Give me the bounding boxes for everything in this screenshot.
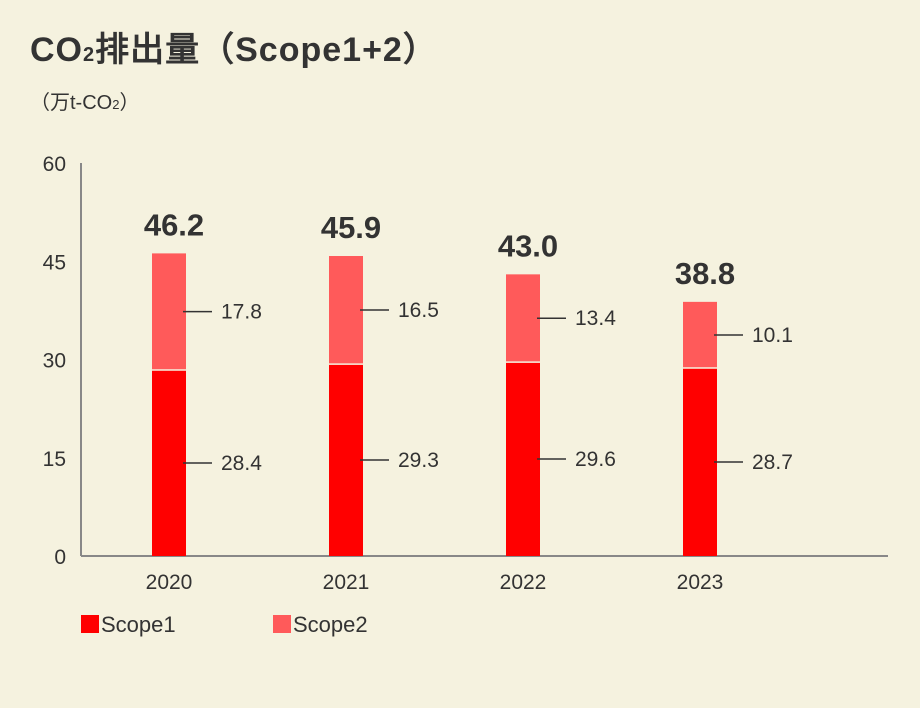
bar-scope2-2020: [152, 253, 186, 370]
y-tick-label-0: 0: [54, 546, 66, 569]
value-label-scope1-2021: 29.3: [398, 449, 439, 472]
value-label-scope1-2023: 28.7: [752, 451, 793, 474]
unit-label: （万t-CO2）: [30, 86, 139, 115]
value-label-scope2-2022: 13.4: [575, 307, 616, 330]
bar-scope1-2023: [683, 368, 717, 556]
y-tick-label-45: 45: [43, 251, 66, 274]
chart-title: CO2排出量（Scope1+2）: [30, 22, 438, 71]
total-label-2020: 46.2: [144, 207, 204, 242]
unit-main: （万t-CO: [30, 92, 113, 114]
unit-rest: ）: [119, 92, 140, 114]
bar-scope2-2022: [506, 274, 540, 363]
title-rest: 排出量（Scope1+2）: [95, 31, 438, 69]
title-subscript: 2: [83, 44, 96, 66]
bar-scope1-2021: [329, 364, 363, 556]
legend-label-scope1: Scope1: [101, 612, 176, 637]
x-tick-label-2020: 2020: [146, 571, 193, 594]
legend-label-scope2: Scope2: [293, 612, 368, 637]
y-tick-label-60: 60: [43, 153, 66, 176]
legend-swatch-scope1: [81, 615, 99, 633]
value-label-scope1-2022: 29.6: [575, 448, 616, 471]
total-label-2023: 38.8: [675, 256, 735, 291]
value-label-scope1-2020: 28.4: [221, 452, 262, 475]
legend-swatch-scope2: [273, 615, 291, 633]
unit-subscript: 2: [112, 97, 120, 112]
total-label-2022: 43.0: [498, 228, 558, 263]
title-main: CO: [30, 31, 83, 69]
y-tick-label-15: 15: [43, 448, 66, 471]
bar-scope1-2020: [152, 369, 186, 556]
x-tick-label-2023: 2023: [677, 571, 724, 594]
value-label-scope2-2021: 16.5: [398, 299, 439, 322]
bar-scope2-2021: [329, 256, 363, 365]
x-tick-label-2022: 2022: [500, 571, 547, 594]
y-tick-label-30: 30: [43, 350, 66, 373]
x-tick-label-2021: 2021: [323, 571, 370, 594]
total-label-2021: 45.9: [321, 210, 381, 245]
value-label-scope2-2023: 10.1: [752, 324, 793, 347]
bar-scope1-2022: [506, 362, 540, 556]
value-label-scope2-2020: 17.8: [221, 301, 262, 324]
bar-scope2-2023: [683, 301, 717, 369]
